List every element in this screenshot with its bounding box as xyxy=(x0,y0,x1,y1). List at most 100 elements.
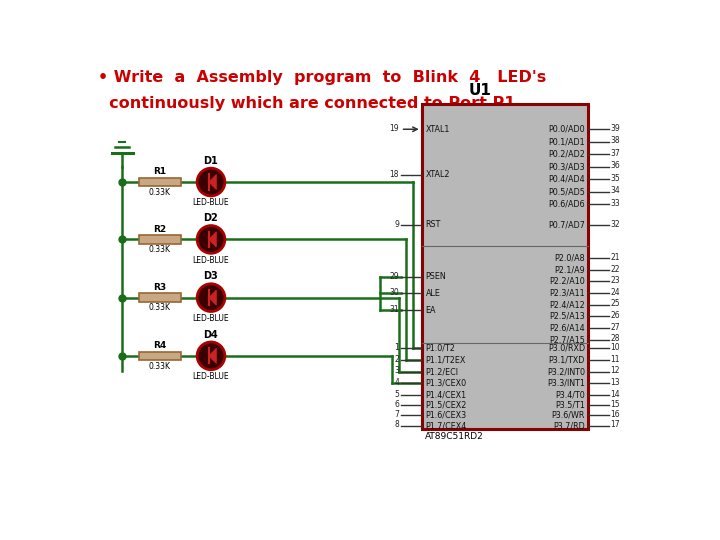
Circle shape xyxy=(197,284,225,312)
Circle shape xyxy=(197,168,225,196)
Text: P2.3/A11: P2.3/A11 xyxy=(549,288,585,298)
Text: 4: 4 xyxy=(394,378,399,387)
Text: D3: D3 xyxy=(204,272,218,281)
Polygon shape xyxy=(209,290,216,305)
Text: P2.1/A9: P2.1/A9 xyxy=(554,265,585,274)
Text: 5: 5 xyxy=(394,390,399,399)
Text: XTAL2: XTAL2 xyxy=(426,171,450,179)
Text: P3.1/TXD: P3.1/TXD xyxy=(549,355,585,364)
Text: P2.0/A8: P2.0/A8 xyxy=(554,254,585,262)
Text: • Write  a  Assembly  program  to  Blink  4   LED's: • Write a Assembly program to Blink 4 LE… xyxy=(99,70,546,85)
Text: 11: 11 xyxy=(611,355,620,364)
Text: P1.7/CEX4: P1.7/CEX4 xyxy=(426,421,467,430)
Text: 14: 14 xyxy=(611,390,620,399)
Text: R2: R2 xyxy=(153,225,166,234)
Text: P0.7/AD7: P0.7/AD7 xyxy=(548,220,585,230)
Polygon shape xyxy=(209,174,216,190)
Text: P1.0/T2: P1.0/T2 xyxy=(426,344,455,353)
Bar xyxy=(139,293,181,302)
Bar xyxy=(139,352,181,360)
Text: 35: 35 xyxy=(611,174,621,183)
Text: 28: 28 xyxy=(611,334,620,343)
Polygon shape xyxy=(209,348,216,363)
Text: P3.7/RD: P3.7/RD xyxy=(553,421,585,430)
Text: P1.6/CEX3: P1.6/CEX3 xyxy=(426,411,467,420)
Text: 3: 3 xyxy=(394,367,399,375)
Text: P3.0/RXD: P3.0/RXD xyxy=(548,344,585,353)
Text: R1: R1 xyxy=(153,167,166,176)
Text: P0.3/AD3: P0.3/AD3 xyxy=(549,162,585,171)
Text: P0.0/AD0: P0.0/AD0 xyxy=(549,125,585,134)
Text: 22: 22 xyxy=(611,265,620,274)
Text: P1.4/CEX1: P1.4/CEX1 xyxy=(426,390,467,400)
Text: continuously which are connected to Port P1.: continuously which are connected to Port… xyxy=(99,96,522,111)
Text: 29: 29 xyxy=(390,272,399,281)
Text: 12: 12 xyxy=(611,367,620,375)
Text: 25: 25 xyxy=(611,300,620,308)
Text: P1.3/CEX0: P1.3/CEX0 xyxy=(426,379,467,388)
Text: 15: 15 xyxy=(611,400,620,409)
Text: 32: 32 xyxy=(611,220,620,228)
Text: P2.5/A13: P2.5/A13 xyxy=(549,312,585,321)
Text: 18: 18 xyxy=(390,170,399,179)
Text: R4: R4 xyxy=(153,341,166,350)
Text: 7: 7 xyxy=(394,410,399,419)
Text: 26: 26 xyxy=(611,311,620,320)
Text: LED-BLUE: LED-BLUE xyxy=(193,198,229,207)
Text: P1.2/ECI: P1.2/ECI xyxy=(426,367,459,376)
Circle shape xyxy=(197,226,225,253)
Circle shape xyxy=(197,342,225,370)
Text: 27: 27 xyxy=(611,323,620,332)
Text: 8: 8 xyxy=(395,421,399,429)
Text: LED-BLUE: LED-BLUE xyxy=(193,372,229,381)
Text: 0.33K: 0.33K xyxy=(149,362,171,370)
Text: 9: 9 xyxy=(394,220,399,228)
Text: 6: 6 xyxy=(394,400,399,409)
Text: 21: 21 xyxy=(611,253,620,262)
Text: 1: 1 xyxy=(395,343,399,352)
Text: D4: D4 xyxy=(204,330,218,340)
Text: AT89C51RD2: AT89C51RD2 xyxy=(425,431,484,441)
Text: P3.3/INT1: P3.3/INT1 xyxy=(547,379,585,388)
Text: U1: U1 xyxy=(468,83,491,98)
Text: 17: 17 xyxy=(611,421,620,429)
Polygon shape xyxy=(209,232,216,247)
Text: P1.1/T2EX: P1.1/T2EX xyxy=(426,355,466,364)
Text: ALE: ALE xyxy=(426,289,441,298)
Text: P3.2/INT0: P3.2/INT0 xyxy=(547,367,585,376)
Text: XTAL1: XTAL1 xyxy=(426,125,450,134)
Text: 38: 38 xyxy=(611,137,620,145)
Text: P0.1/AD1: P0.1/AD1 xyxy=(549,137,585,146)
Text: LED-BLUE: LED-BLUE xyxy=(193,255,229,265)
Text: D1: D1 xyxy=(204,156,218,166)
Text: 0.33K: 0.33K xyxy=(149,188,171,197)
Text: P1.5/CEX2: P1.5/CEX2 xyxy=(426,401,467,409)
Text: 10: 10 xyxy=(611,343,620,352)
Bar xyxy=(139,235,181,244)
Text: RST: RST xyxy=(426,220,441,230)
Text: 0.33K: 0.33K xyxy=(149,245,171,254)
Text: P0.4/AD4: P0.4/AD4 xyxy=(549,174,585,184)
Text: PSEN: PSEN xyxy=(426,272,446,281)
Text: 34: 34 xyxy=(611,186,621,195)
Text: 31: 31 xyxy=(390,305,399,314)
Text: 2: 2 xyxy=(395,355,399,364)
Text: D2: D2 xyxy=(204,213,218,223)
Text: 36: 36 xyxy=(611,161,621,171)
Text: P2.7/A15: P2.7/A15 xyxy=(549,335,585,344)
Text: 24: 24 xyxy=(611,288,620,297)
Bar xyxy=(139,178,181,186)
Text: P2.4/A12: P2.4/A12 xyxy=(549,300,585,309)
Text: P2.6/A14: P2.6/A14 xyxy=(549,323,585,333)
Bar xyxy=(422,104,588,429)
Text: P3.5/T1: P3.5/T1 xyxy=(555,401,585,409)
Text: 33: 33 xyxy=(611,199,621,208)
Text: 19: 19 xyxy=(390,124,399,133)
Text: 0.33K: 0.33K xyxy=(149,303,171,313)
Text: P3.6/WR: P3.6/WR xyxy=(552,411,585,420)
Text: 13: 13 xyxy=(611,378,620,387)
Text: P0.6/AD6: P0.6/AD6 xyxy=(549,200,585,208)
Text: 39: 39 xyxy=(611,124,621,133)
Text: P0.5/AD5: P0.5/AD5 xyxy=(548,187,585,196)
Text: P2.2/A10: P2.2/A10 xyxy=(549,277,585,286)
